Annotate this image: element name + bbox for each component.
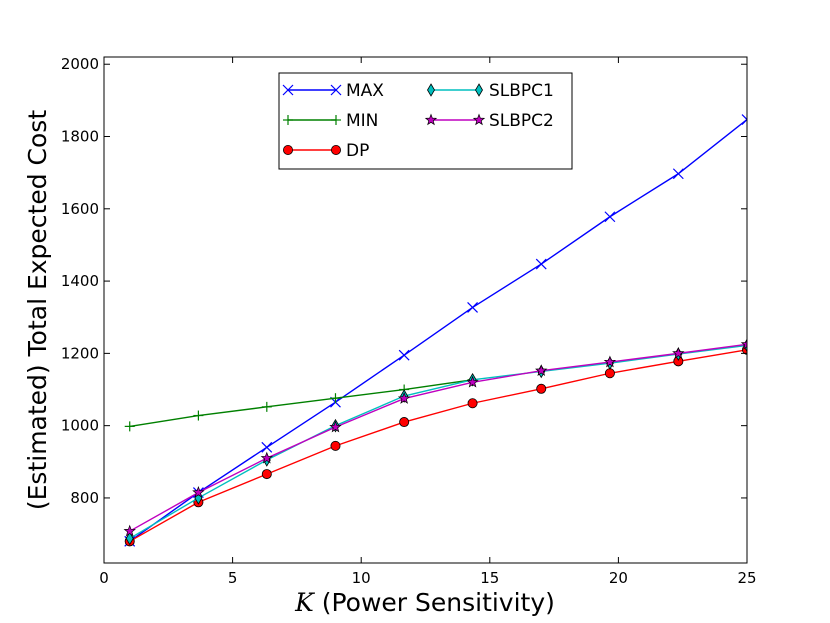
series-line-max (129, 118, 747, 542)
series-slbpc2 (123, 337, 747, 537)
data-point-min (124, 421, 135, 432)
legend-entry-slbpc1: SLBPC1 (427, 81, 554, 101)
data-point-dp (467, 398, 478, 409)
y-tick-label: 1200 (61, 344, 99, 362)
data-point-slbpc1 (125, 531, 134, 546)
legend: MAX MIN DP SLBPC1 SLBPC2 (278, 72, 573, 170)
legend-label-dp: DP (346, 141, 369, 161)
legend-entry-max: MAX (282, 81, 384, 101)
data-point-slbpc2 (192, 486, 205, 498)
y-tick-label: 1400 (61, 272, 99, 290)
legend-marker-min (331, 115, 341, 125)
x-tick-label: 5 (228, 569, 238, 587)
data-point-slbpc2 (535, 364, 548, 376)
legend-marker-slbpc2 (424, 113, 438, 126)
series-dp (124, 344, 747, 547)
legend-marker-slbpc1 (475, 83, 483, 97)
data-point-slbpc2 (740, 337, 747, 350)
x-tick-label: 0 (99, 569, 109, 587)
data-point-slbpc2 (123, 524, 136, 537)
x-axis-variable: K (294, 588, 315, 617)
legend-entry-dp: DP (282, 141, 369, 161)
legend-marker-dp (330, 144, 341, 155)
x-tick-label: 15 (480, 569, 499, 587)
data-point-dp (536, 383, 547, 394)
data-point-slbpc2 (397, 392, 411, 404)
legend-marker-max (330, 84, 342, 96)
data-point-max (741, 114, 747, 125)
series-max (124, 114, 747, 547)
data-point-slbpc2 (603, 355, 617, 368)
data-point-max (261, 441, 273, 453)
x-axis-title: K (Power Sensitivity) (294, 588, 555, 617)
data-point-max (535, 258, 547, 270)
x-tick-label: 20 (609, 569, 628, 587)
legend-marker-dp (282, 144, 293, 155)
legend-entry-min: MIN (283, 111, 378, 131)
series-line-min (129, 379, 473, 428)
data-point-dp (399, 417, 410, 428)
legend-marker-max (282, 84, 294, 96)
data-point-max (672, 168, 684, 180)
data-point-dp (261, 469, 272, 480)
data-point-slbpc2 (466, 375, 479, 388)
legend-marker-min (283, 115, 293, 125)
legend-marker-slbpc1 (427, 83, 435, 97)
legend-box (278, 72, 573, 170)
legend-label-slbpc1: SLBPC1 (489, 81, 554, 101)
data-point-max (604, 211, 616, 223)
legend-label-min: MIN (346, 111, 378, 131)
legend-label-slbpc2: SLBPC2 (489, 111, 554, 131)
y-tick-label: 1800 (61, 128, 99, 146)
data-point-max (467, 302, 478, 313)
data-point-min (330, 393, 341, 404)
data-point-min (261, 401, 272, 412)
axis-ticks: 0 5 10 15 20 25 800 1000 1200 1400 1600 1800 2000 (61, 55, 757, 587)
plot-area (123, 114, 747, 547)
series-line-dp (129, 349, 747, 542)
y-tick-label: 800 (70, 489, 99, 507)
x-axis-label: (Power Sensitivity) (314, 588, 555, 617)
data-point-slbpc2 (260, 451, 273, 464)
data-point-dp (604, 368, 615, 379)
x-tick-label: 25 (737, 569, 756, 587)
plot-frame (103, 56, 748, 564)
y-tick-label: 1000 (61, 417, 99, 435)
data-point-min (193, 410, 204, 421)
x-tick-label: 10 (352, 569, 371, 587)
legend-marker-slbpc2 (472, 113, 486, 126)
y-tick-label: 2000 (61, 55, 99, 73)
y-tick-label: 1600 (61, 200, 99, 218)
series-min (124, 374, 478, 432)
legend-label-max: MAX (346, 81, 384, 101)
series-line-slbpc2 (129, 343, 747, 532)
data-point-slbpc2 (329, 420, 342, 433)
legend-entry-slbpc2: SLBPC2 (424, 111, 554, 131)
series-slbpc1 (125, 338, 747, 546)
data-point-max (398, 349, 410, 361)
y-axis-title: (Estimated) Total Expected Cost (23, 110, 52, 510)
series-line-slbpc1 (129, 344, 747, 540)
data-point-slbpc2 (672, 346, 685, 359)
data-point-dp (330, 440, 341, 451)
